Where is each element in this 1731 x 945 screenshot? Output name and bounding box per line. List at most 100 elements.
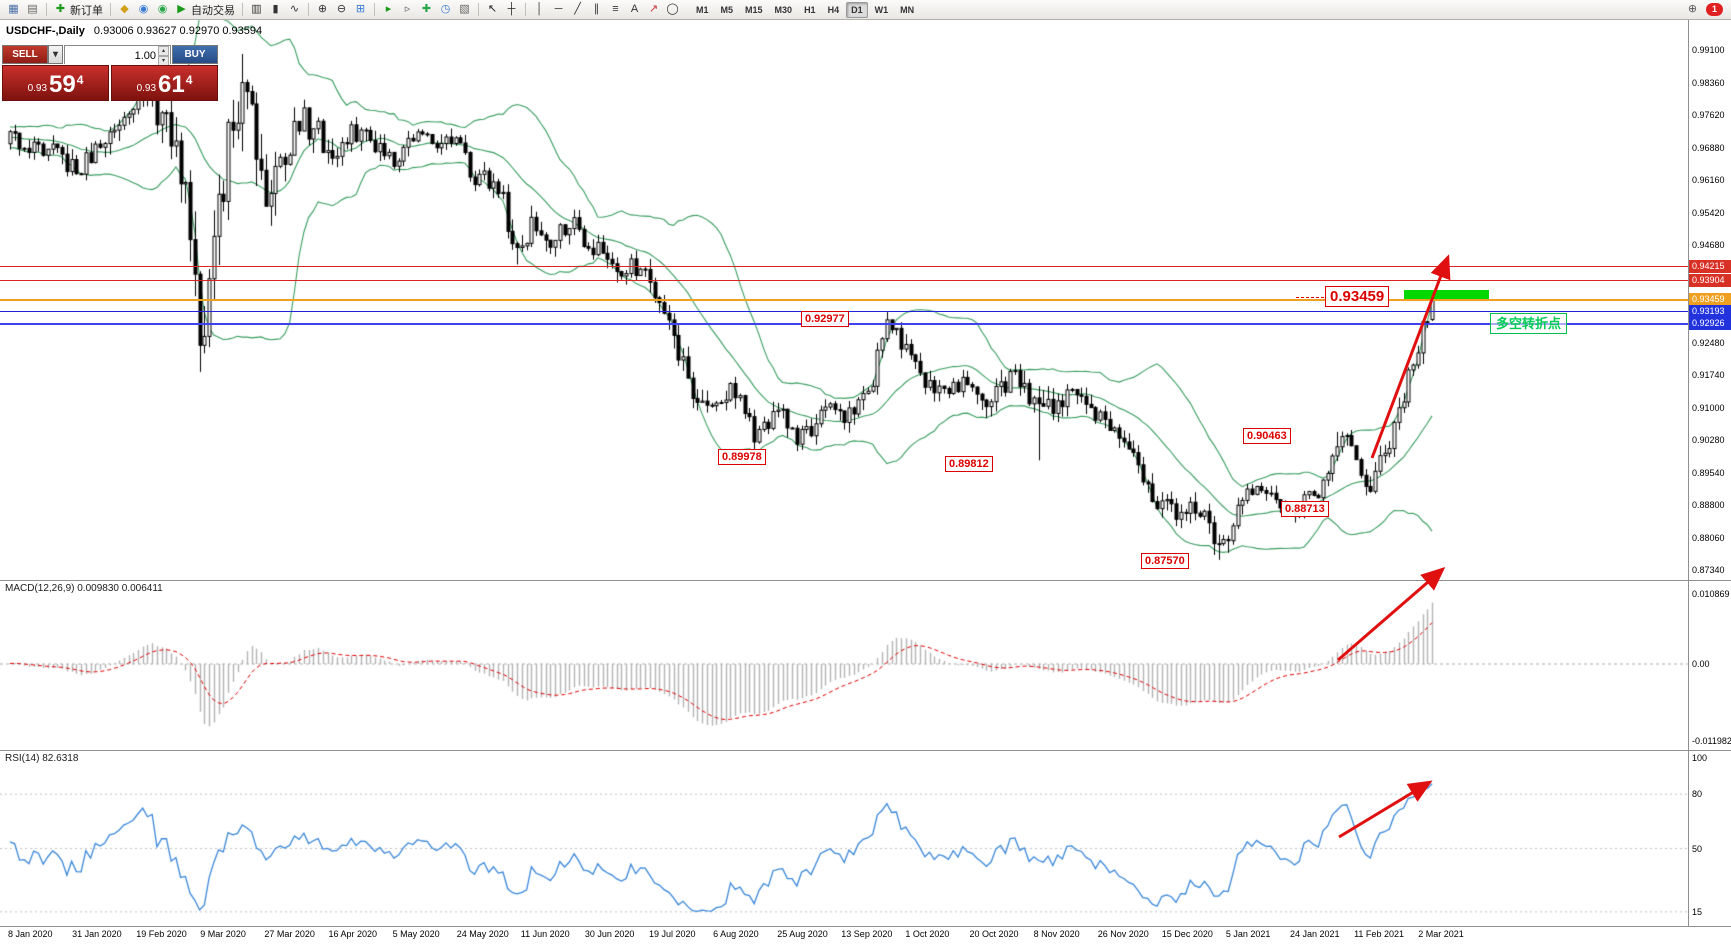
profiles-icon[interactable]: ▤ (27, 2, 38, 15)
price-axis-tick: 0.90280 (1692, 435, 1725, 445)
price-callout[interactable]: 0.92977 (801, 311, 849, 327)
trade-price-row: 0.93 59 4 0.93 61 4 (2, 65, 218, 101)
periods-icon[interactable]: ◷ (440, 2, 451, 15)
panel-divider-macd[interactable] (0, 580, 1731, 581)
line-chart-icon[interactable]: ∿ (289, 2, 300, 15)
rsi-axis-tick: 80 (1692, 789, 1703, 800)
cursor-icon[interactable]: ↖ (487, 2, 498, 15)
zoom-in-icon[interactable]: ⊕ (317, 2, 328, 15)
date-axis-tick: 8 Jan 2020 (8, 929, 53, 939)
rsi-axis-tick: 50 (1692, 843, 1703, 854)
volume-dropdown-button[interactable]: ▾ (48, 45, 63, 64)
trendline-icon[interactable]: ╱ (574, 2, 581, 15)
macd-axis-tick: -0.011982 (1692, 736, 1731, 747)
chart-shift-icon[interactable]: ▹ (404, 2, 411, 15)
timeframe-m15-button[interactable]: M15 (745, 4, 763, 15)
price-callout[interactable]: 0.89978 (718, 449, 766, 465)
timeframe-mn-button[interactable]: MN (900, 4, 915, 15)
rsi-label: RSI(14) 82.6318 (5, 753, 79, 764)
notification-badge[interactable]: 1 (1706, 3, 1723, 16)
price-level-badge: 0.94215 (1689, 260, 1731, 273)
timeframe-w1-button[interactable]: W1 (874, 4, 889, 15)
channel-icon[interactable]: ∥ (593, 2, 600, 15)
autotrading-icon[interactable]: ▶ (177, 2, 186, 15)
arrows-icon[interactable]: ↗ (648, 2, 659, 15)
date-axis-tick: 19 Jul 2020 (649, 929, 696, 939)
chart-windows-icon[interactable]: ▦ (8, 2, 19, 15)
price-callout[interactable]: 0.87570 (1141, 553, 1189, 569)
macd-label: MACD(12,26,9) 0.009830 0.006411 (5, 583, 163, 594)
toolbar-separator (46, 3, 47, 16)
bar-chart-icon[interactable]: ▥ (251, 2, 262, 15)
date-axis-tick: 9 Mar 2020 (200, 929, 246, 939)
wallet-icon[interactable]: ◆ (120, 2, 129, 15)
timeframe-m1-button[interactable]: M1 (696, 4, 709, 15)
timeframe-h4-button[interactable]: H4 (827, 4, 840, 15)
buy-button[interactable]: BUY (172, 45, 218, 64)
buy-price-panel[interactable]: 0.93 61 4 (111, 65, 218, 101)
horizontal-line-icon[interactable]: ─ (554, 2, 563, 15)
date-axis-tick: 5 Jan 2021 (1225, 929, 1271, 939)
price-axis-tick: 0.89540 (1692, 467, 1725, 478)
chart-symbol-period: USDCHF-,Daily (6, 25, 85, 37)
price-callout[interactable]: 0.90463 (1243, 428, 1291, 444)
turning-point-annotation[interactable]: 多空转折点 (1490, 313, 1568, 334)
timeframe-h1-button[interactable]: H1 (804, 4, 816, 15)
candlestick-icon[interactable]: ▮ (272, 2, 279, 15)
search-icon[interactable]: ⊕ (1687, 2, 1698, 15)
date-axis-tick: 13 Sep 2020 (841, 929, 893, 939)
price-axis-tick: 0.99100 (1692, 45, 1725, 55)
price-axis-tick: 0.91740 (1692, 370, 1725, 381)
templates-icon[interactable]: ▧ (459, 2, 470, 15)
timeframe-m5-button[interactable]: M5 (720, 4, 734, 15)
price-axis-tick: 0.95420 (1692, 207, 1725, 218)
panel-divider-rsi[interactable] (0, 750, 1731, 751)
text-icon[interactable]: A (630, 2, 639, 15)
sell-button[interactable]: SELL (2, 45, 48, 64)
toolbar-right: ⊕ 1 (1683, 1, 1727, 19)
ask-price-big: 61 (158, 71, 185, 98)
community-icon[interactable]: ◉ (157, 2, 168, 15)
volume-input[interactable] (65, 47, 170, 65)
tile-windows-icon[interactable]: ⊞ (355, 2, 366, 15)
toolbar-separator (308, 3, 309, 16)
price-axis-tick: 0.91000 (1692, 403, 1725, 414)
toolbar-separator (478, 3, 479, 16)
horizontal-level-line[interactable] (0, 266, 1688, 267)
price-level-badge: 0.93904 (1689, 273, 1731, 287)
price-axis-tick: 0.97620 (1692, 110, 1725, 121)
vertical-line-icon[interactable]: │ (536, 2, 543, 15)
volume-spinner[interactable]: ▴ ▾ (158, 46, 169, 66)
spin-up-icon[interactable]: ▴ (158, 46, 169, 56)
crosshair-icon[interactable]: ┼ (507, 2, 516, 15)
chart-title: USDCHF-,Daily 0.93006 0.93627 0.92970 0.… (6, 25, 262, 37)
price-level-badge: 0.93193 (1689, 305, 1731, 319)
indicators-icon[interactable]: ✚ (421, 2, 432, 15)
fibonacci-icon[interactable]: ≡ (612, 2, 619, 15)
horizontal-level-line[interactable] (0, 299, 1688, 301)
new-order-button[interactable]: 新订单 (70, 4, 103, 17)
price-callout[interactable]: 0.89812 (945, 456, 993, 472)
date-axis-tick: 25 Aug 2020 (777, 929, 828, 939)
trade-controls-row: SELL ▾ ▴▾ BUY (2, 45, 218, 66)
sell-price-panel[interactable]: 0.93 59 4 (2, 65, 109, 101)
highlight-rectangle[interactable] (1404, 290, 1489, 299)
horizontal-level-line[interactable] (0, 280, 1688, 281)
date-axis-tick: 6 Aug 2020 (713, 929, 759, 939)
timeframe-d1-button[interactable]: D1 (846, 1, 868, 18)
timeframe-m30-button[interactable]: M30 (774, 4, 793, 15)
price-callout[interactable]: 0.93459 (1295, 286, 1390, 307)
auto-scroll-icon[interactable]: ▸ (385, 2, 392, 15)
ask-price-base: 0.93 (136, 83, 157, 94)
sync-icon[interactable]: ◉ (138, 2, 149, 15)
autotrading-button[interactable]: 自动交易 (191, 4, 235, 17)
zoom-out-icon[interactable]: ⊖ (336, 2, 347, 15)
price-callout[interactable]: 0.88713 (1281, 501, 1329, 517)
shapes-icon[interactable]: ◯ (666, 2, 679, 15)
date-axis-tick: 30 Jun 2020 (584, 929, 635, 939)
new-order-icon[interactable]: ✚ (55, 2, 66, 15)
toolbar-separator (525, 3, 526, 16)
date-axis-tick: 15 Dec 2020 (1161, 929, 1213, 939)
